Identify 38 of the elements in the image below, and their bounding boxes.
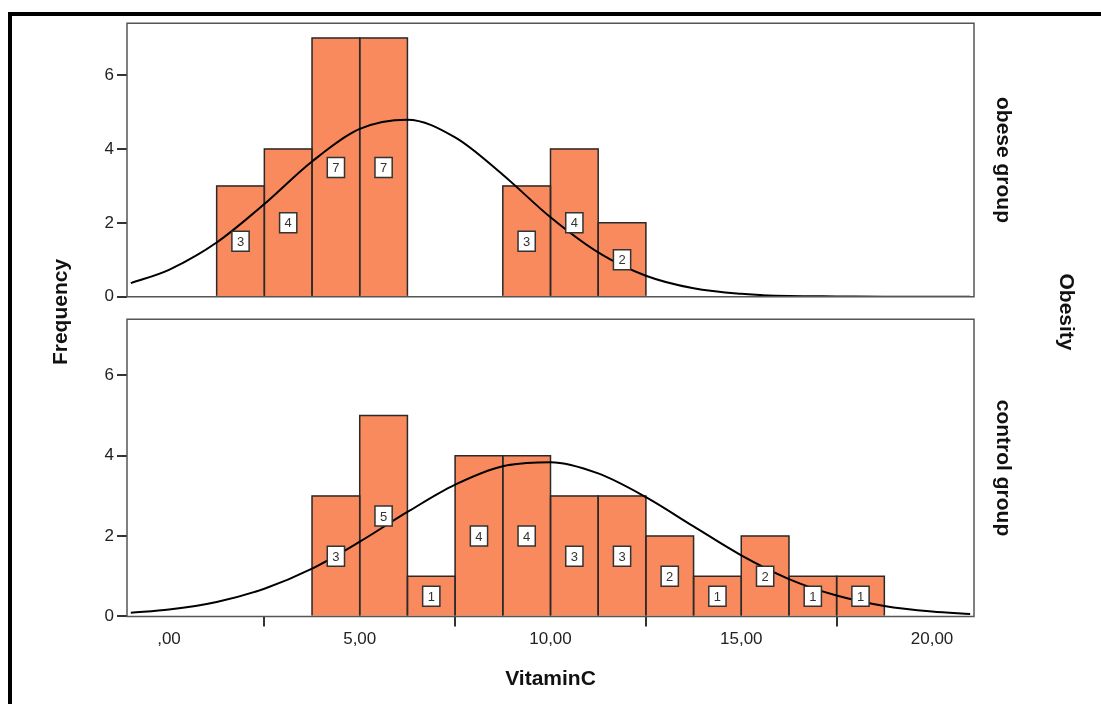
data-label: 7 [379,159,388,175]
data-label: 5 [379,508,388,524]
data-label: 2 [618,252,626,268]
data-label: 4 [570,215,578,231]
data-label: 7 [332,159,340,175]
x-tick-label: 10,00 [529,629,572,649]
data-label: 3 [523,233,531,249]
x-tick-label: 20,00 [910,629,954,649]
y2-axis-title: obese group [992,96,1017,224]
y2-axis-title: control group [992,399,1017,537]
data-label: 1 [809,588,817,604]
x-tick-label: 15,00 [719,629,763,649]
y-tick-label: 6 [104,365,114,385]
y-tick-label: 4 [104,445,114,465]
y-tick-label: 0 [104,286,114,306]
data-label: 1 [856,588,865,604]
x-tick-label: 5,00 [343,629,377,649]
data-label: 4 [284,215,292,231]
data-label: 1 [713,588,722,604]
y-tick-label: 2 [104,212,114,232]
x-tick-label: ,00 [157,629,181,649]
data-label: 1 [427,588,435,604]
y-tick-label: 0 [104,606,114,626]
data-label: 2 [666,568,674,584]
data-label: 3 [332,548,340,564]
y-tick-label: 2 [104,525,114,545]
data-label: 3 [570,548,578,564]
y-axis-title: Frequency [48,258,73,366]
data-label: 4 [475,528,483,544]
data-label: 2 [761,568,769,584]
x-axis-title: VitaminC [505,666,596,690]
y-tick-label: 6 [104,64,114,84]
data-label: 4 [523,528,531,544]
y-tick-label: 4 [104,138,114,158]
data-label: 3 [236,233,245,249]
data-label: 3 [618,548,626,564]
text: Obesity [1054,273,1079,351]
line-series [129,461,972,615]
